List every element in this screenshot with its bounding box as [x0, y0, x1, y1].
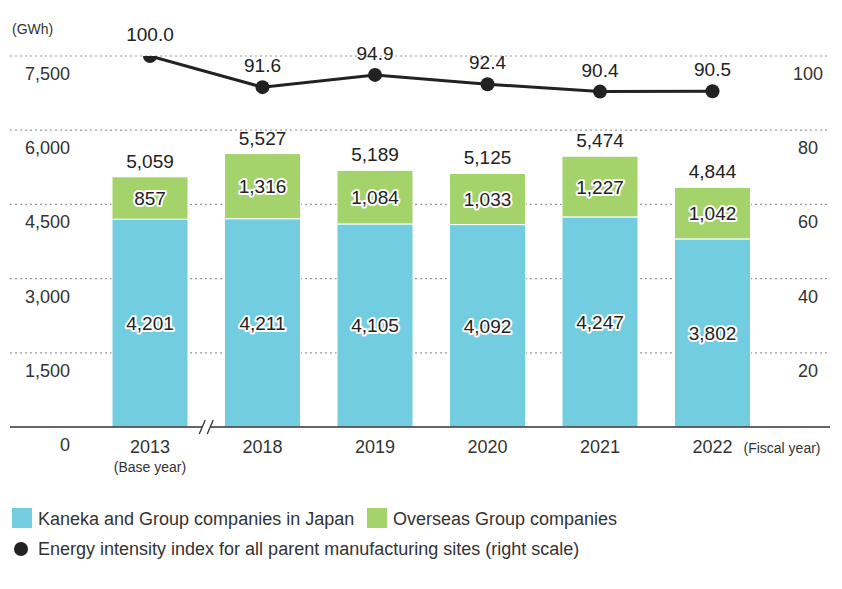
legend-label: Overseas Group companies	[393, 509, 617, 529]
bar-data-label: 4,211	[239, 313, 285, 334]
bar-segment	[337, 224, 413, 427]
line-point	[481, 77, 495, 91]
total-label: 4,844	[689, 161, 737, 182]
axis-break-gap	[202, 419, 210, 435]
bar-segment	[225, 154, 301, 219]
bar-segment	[562, 217, 638, 427]
y2-tick-label: 100	[793, 64, 823, 84]
bar-segment	[450, 225, 526, 427]
legend-marker	[14, 542, 28, 556]
bar-data-label: 4,105	[351, 315, 399, 336]
x-axis-line	[10, 426, 830, 428]
y-tick-label: 3,000	[25, 287, 70, 307]
total-label: 5,125	[464, 147, 512, 168]
grid-line	[10, 130, 830, 131]
x-tick-sublabel: (Base year)	[114, 459, 186, 475]
bar-segment	[337, 170, 413, 224]
bar-data-label: 1,033	[464, 189, 512, 210]
x-axis-label: (Fiscal year)	[743, 440, 820, 456]
axis-break	[207, 420, 213, 434]
bar-data-label: 4,201	[126, 313, 174, 334]
x-tick-label: 2018	[242, 437, 282, 457]
line-point	[706, 84, 720, 98]
x-tick-label: 2021	[580, 437, 620, 457]
line-point	[593, 85, 607, 99]
y-tick-label: 6,000	[25, 138, 70, 158]
bar-segment	[562, 156, 638, 217]
bar-segment	[225, 219, 301, 427]
y2-tick-label: 20	[798, 361, 818, 381]
bar-segment	[112, 177, 188, 219]
line-data-label: 90.5	[694, 59, 731, 80]
bar-segment	[675, 239, 751, 427]
total-label: 5,189	[351, 144, 399, 165]
y-tick-label: 1,500	[25, 361, 70, 381]
bar-data-label: 1,042	[689, 203, 737, 224]
total-label: 5,474	[576, 130, 624, 151]
axis-break	[199, 420, 205, 434]
y2-tick-label: 60	[798, 212, 818, 232]
line-point	[256, 80, 270, 94]
line-series	[150, 56, 713, 92]
chart: 0 1,500 3,000 4,500 6,000 7,500 20 40 60 80 100 (GW…	[0, 0, 842, 589]
plot-area	[112, 56, 751, 427]
line-data-label: 100.0	[126, 24, 174, 45]
bar-data-label: 4,247	[576, 312, 624, 333]
line-point	[143, 56, 157, 63]
total-label: 5,527	[239, 128, 287, 149]
bar-data-label: 1,227	[576, 177, 624, 198]
legend-label: Kaneka and Group companies in Japan	[38, 509, 354, 529]
y2-tick-label: 40	[798, 287, 818, 307]
y-tick-label: 7,500	[25, 64, 70, 84]
y-axis-label: (GWh)	[12, 21, 53, 37]
y2-tick-label: 80	[798, 138, 818, 158]
legend-swatch	[367, 508, 387, 528]
bar-data-label: 4,092	[464, 316, 512, 337]
bar-data-label: 1,316	[239, 176, 287, 197]
grid-line	[10, 55, 830, 56]
bar-data-label: 1,084	[351, 187, 399, 208]
y-tick-label: 0	[60, 435, 70, 455]
x-tick-label: 2019	[355, 437, 395, 457]
legend-label: Energy intensity index for all parent ma…	[38, 539, 579, 559]
legend-swatch	[12, 508, 32, 528]
line-data-label: 91.6	[244, 55, 281, 76]
bar-segment	[112, 219, 188, 427]
bar-segment	[450, 173, 526, 224]
total-label: 5,059	[126, 151, 174, 172]
y-tick-label: 4,500	[25, 212, 70, 232]
bar-data-label: 3,802	[689, 323, 737, 344]
line-point	[368, 68, 382, 82]
x-tick-label: 2020	[467, 437, 507, 457]
bar-data-label: 857	[134, 188, 166, 209]
line-data-label: 94.9	[357, 43, 394, 64]
bar-segment	[675, 187, 751, 239]
line-data-label: 90.4	[582, 60, 619, 81]
x-tick-label: 2022	[692, 437, 732, 457]
x-tick-label: 2013	[130, 437, 170, 457]
line-data-label: 92.4	[469, 52, 506, 73]
